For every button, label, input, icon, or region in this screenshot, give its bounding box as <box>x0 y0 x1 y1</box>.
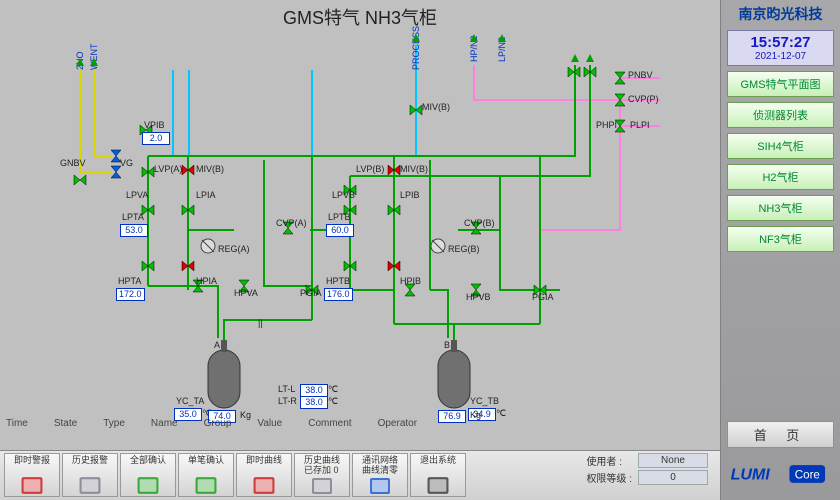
col-group: Group <box>204 418 232 432</box>
nav-plan[interactable]: GMS特气平面图 <box>727 71 834 97</box>
home-button[interactable]: 首 页 <box>727 421 834 448</box>
col-value: Value <box>257 418 282 432</box>
lbl-rega: REG(A) <box>218 244 250 254</box>
lbl-cvpb: CVP(B) <box>464 218 495 228</box>
session-info: 使用者 : None 权限等级 : 0 <box>586 453 716 485</box>
main-area: GMS特气 NH3气柜 PROCESSHP/N2LP/N22NOWENT GNB… <box>0 0 720 432</box>
lbl-lpta: LPTA <box>122 212 144 222</box>
toolbar-hist_curve[interactable]: 历史曲线已存加 0 <box>294 453 350 497</box>
lbl-vpib: VPIB <box>144 120 165 130</box>
user-value: None <box>638 453 708 468</box>
lbl-lpva: LPVA <box>126 190 148 200</box>
val-hptb: 176.0 <box>324 288 353 301</box>
col-comment: Comment <box>308 418 351 432</box>
logo-text1: LUMI <box>731 465 771 483</box>
lbl-tank-b: B <box>444 340 450 350</box>
svg-text:PROCESS: PROCESS <box>411 26 421 70</box>
lbl-tank-a: A <box>214 340 220 350</box>
lbl-lpia: LPIA <box>196 190 216 200</box>
lbl-ycta: YC_TA <box>176 396 204 406</box>
lbl-ltl: LT-L <box>278 384 295 394</box>
lbl-hpia: HPIA <box>196 276 217 286</box>
lbl-gnbv: GNBV <box>60 158 86 168</box>
lbl-lvpb: LVP(B) <box>356 164 384 174</box>
col-operator: Operator <box>378 418 417 432</box>
nav-nh3[interactable]: NH3气柜 <box>727 195 834 221</box>
lbl-lpib: LPIB <box>400 190 420 200</box>
val-hpta: 172.0 <box>116 288 145 301</box>
clock-time: 15:57:27 <box>728 34 833 51</box>
toolbar-rt_alarm[interactable]: 即时警报 <box>4 453 60 497</box>
lbl-hpib: HPIB <box>400 276 421 286</box>
u5: ℃ <box>328 384 338 395</box>
lbl-pnbv: PNBV <box>628 70 653 80</box>
toolbar-ack_one[interactable]: 单笔确认 <box>178 453 234 497</box>
lbl-phpi: PHPI <box>596 120 617 130</box>
brand-logo: LUMI Core <box>727 456 834 492</box>
col-time: Time <box>6 418 28 432</box>
nav-sih4[interactable]: SIH4气柜 <box>727 133 834 159</box>
piping-diagram: PROCESSHP/N2LP/N22NOWENT <box>0 0 720 432</box>
col-name: Name <box>151 418 178 432</box>
lbl-lpvb: LPVB <box>332 190 355 200</box>
lbl-mivb-top: MIV(B) <box>422 102 450 112</box>
lbl-yctb: YC_TB <box>470 396 499 406</box>
lbl-ltr: LT-R <box>278 396 297 406</box>
lbl-bars: || <box>258 318 263 328</box>
lbl-regb: REG(B) <box>448 244 480 254</box>
lbl-lptb: LPTB <box>328 212 351 222</box>
lbl-lvpa: LVP(A) <box>154 164 182 174</box>
column-headers: Time State Type Name Group Value Comment Operat… <box>4 418 716 432</box>
lbl-hpva: HPVA <box>234 288 258 298</box>
lbl-hpvb: HPVB <box>466 292 491 302</box>
lbl-hpta: HPTA <box>118 276 141 286</box>
toolbar-comm[interactable]: 通讯网络曲线清零 <box>352 453 408 497</box>
col-type: Type <box>103 418 125 432</box>
lbl-cvpa: CVP(A) <box>276 218 307 228</box>
lbl-mivb2: MIV(B) <box>400 164 428 174</box>
lbl-plpi: PLPI <box>630 120 650 130</box>
val-ltr: 38.0 <box>300 396 328 409</box>
val-lptb: 60.0 <box>326 224 354 237</box>
auth-value: 0 <box>638 470 708 485</box>
logo-text2: Core <box>795 469 820 481</box>
u6: ℃ <box>328 396 338 407</box>
nav-h2[interactable]: H2气柜 <box>727 164 834 190</box>
company-name: 南京昀光科技 <box>721 4 840 24</box>
val-vpib: 2.0 <box>142 132 170 145</box>
clock-date: 2021-12-07 <box>728 51 833 62</box>
toolbar-hist_alarm[interactable]: 历史报警 <box>62 453 118 497</box>
lbl-mivb: MIV(B) <box>196 164 224 174</box>
lbl-pgia: PGIA <box>300 288 322 298</box>
nav-det[interactable]: 侦测器列表 <box>727 102 834 128</box>
toolbar-exit[interactable]: 退出系统 <box>410 453 466 497</box>
auth-label: 权限等级 : <box>586 470 632 485</box>
lbl-cvpp: CVP(P) <box>628 94 659 104</box>
nav-nf3[interactable]: NF3气柜 <box>727 226 834 252</box>
val-lpta: 53.0 <box>120 224 148 237</box>
right-panel: 南京昀光科技 15:57:27 2021-12-07 GMS特气平面图侦测器列表… <box>720 0 840 500</box>
lbl-hptb: HPTB <box>326 276 350 286</box>
toolbar-ack_all[interactable]: 全部确认 <box>120 453 176 497</box>
clock: 15:57:27 2021-12-07 <box>727 30 834 66</box>
toolbar: 即时警报历史报警全部确认单笔确认即时曲线历史曲线已存加 0通讯网络曲线清零退出系… <box>0 450 720 500</box>
toolbar-rt_curve[interactable]: 即时曲线 <box>236 453 292 497</box>
lbl-vg: VG <box>120 158 133 168</box>
user-label: 使用者 : <box>586 453 632 468</box>
col-state: State <box>54 418 77 432</box>
lbl-pgib: PGIA <box>532 292 554 302</box>
